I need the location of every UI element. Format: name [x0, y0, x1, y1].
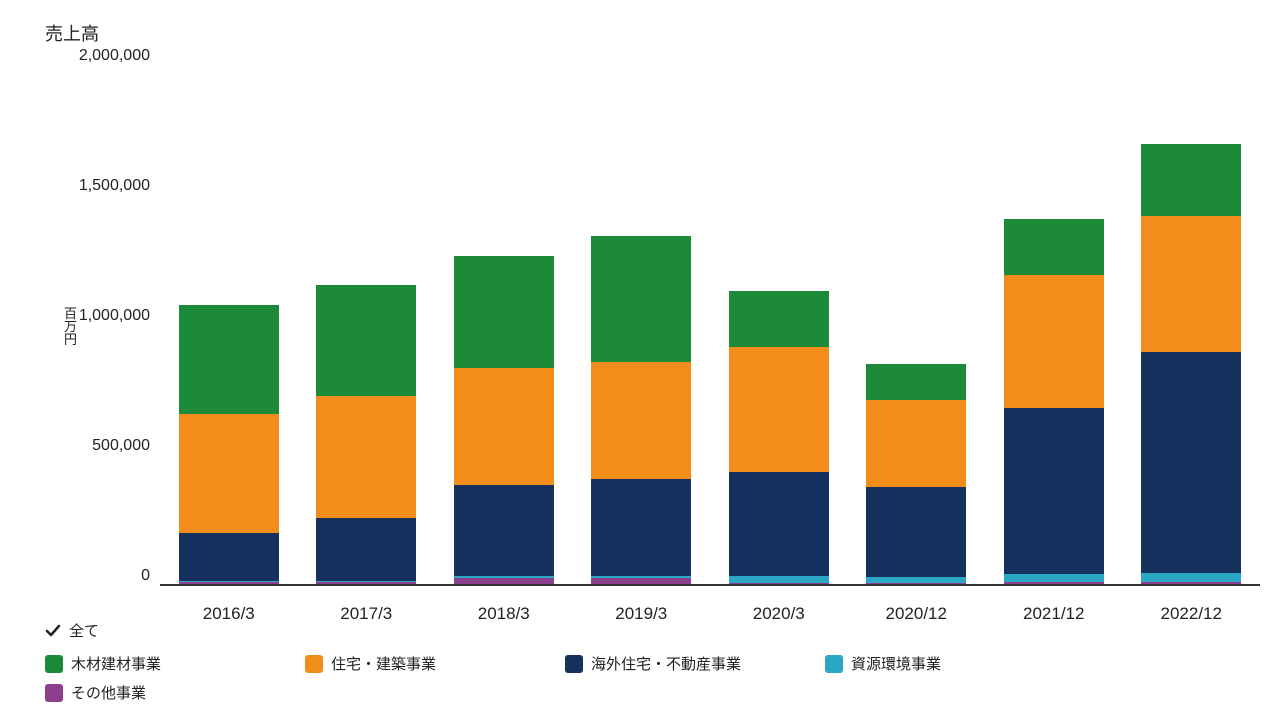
- bar-segment-overseas[interactable]: [866, 487, 966, 577]
- bar-segment-timber[interactable]: [316, 285, 416, 396]
- bar-segment-resource[interactable]: [1004, 574, 1104, 582]
- legend-swatch: [565, 655, 583, 673]
- bar-segment-timber[interactable]: [729, 291, 829, 347]
- legend-item-overseas[interactable]: 海外住宅・不動産事業: [565, 653, 825, 674]
- legend-item-housing[interactable]: 住宅・建築事業: [305, 653, 565, 674]
- bar-segment-overseas[interactable]: [729, 472, 829, 576]
- bar-group[interactable]: [454, 256, 554, 586]
- bar-segment-housing[interactable]: [866, 400, 966, 487]
- bar-segment-overseas[interactable]: [454, 485, 554, 576]
- legend-swatch: [305, 655, 323, 673]
- bar-group[interactable]: [729, 291, 829, 586]
- legend-swatch: [45, 655, 63, 673]
- bars-row: [160, 66, 1260, 586]
- legend-label: 資源環境事業: [851, 653, 941, 674]
- chart-title: 売上高: [45, 20, 1260, 46]
- bar-group[interactable]: [179, 305, 279, 586]
- bar-segment-housing[interactable]: [1141, 216, 1241, 353]
- check-icon: [45, 623, 61, 639]
- y-tick: 2,000,000: [79, 47, 150, 65]
- bar-segment-timber[interactable]: [454, 256, 554, 368]
- x-axis-labels: 2016/32017/32018/32019/32020/32020/12202…: [160, 586, 1260, 624]
- bar-segment-housing[interactable]: [729, 347, 829, 472]
- y-tick: 1,500,000: [79, 177, 150, 195]
- bar-segment-overseas[interactable]: [1141, 352, 1241, 573]
- bar-segment-overseas[interactable]: [1004, 408, 1104, 574]
- bar-group[interactable]: [316, 285, 416, 586]
- bar-group[interactable]: [1141, 144, 1241, 586]
- bar-segment-overseas[interactable]: [179, 533, 279, 581]
- bar-segment-housing[interactable]: [454, 368, 554, 485]
- bar-group[interactable]: [866, 364, 966, 586]
- legend-swatch: [45, 684, 63, 702]
- bar-segment-housing[interactable]: [1004, 275, 1104, 408]
- bar-segment-housing[interactable]: [591, 362, 691, 479]
- bar-segment-overseas[interactable]: [591, 479, 691, 575]
- legend-toggle-all[interactable]: 全て: [45, 620, 1245, 641]
- bar-group[interactable]: [1004, 219, 1104, 586]
- bar-segment-housing[interactable]: [316, 396, 416, 518]
- legend-label: 海外住宅・不動産事業: [591, 653, 741, 674]
- legend-all-label: 全て: [69, 620, 99, 641]
- legend-item-resource[interactable]: 資源環境事業: [825, 653, 1085, 674]
- y-axis: 0500,0001,000,0001,500,0002,000,000: [40, 66, 160, 586]
- bar-group[interactable]: [591, 236, 691, 586]
- legend-item-other[interactable]: その他事業: [45, 682, 305, 703]
- bar-segment-timber[interactable]: [591, 236, 691, 362]
- revenue-chart: 売上高 百万円 0500,0001,000,0001,500,0002,000,…: [40, 20, 1260, 586]
- legend: 全て 木材建材事業 住宅・建築事業 海外住宅・不動産事業 資源環境事業その他事業: [45, 620, 1245, 711]
- bar-segment-resource[interactable]: [729, 576, 829, 584]
- legend-label: 木材建材事業: [71, 653, 161, 674]
- plot-area: 百万円 0500,0001,000,0001,500,0002,000,000 …: [160, 66, 1260, 586]
- legend-swatch: [825, 655, 843, 673]
- bar-segment-housing[interactable]: [179, 414, 279, 532]
- bar-segment-timber[interactable]: [1004, 219, 1104, 275]
- bar-segment-timber[interactable]: [1141, 144, 1241, 216]
- y-tick: 1,000,000: [79, 307, 150, 325]
- y-tick: 500,000: [92, 437, 150, 455]
- legend-items: 木材建材事業 住宅・建築事業 海外住宅・不動産事業 資源環境事業その他事業: [45, 653, 1245, 711]
- bar-segment-resource[interactable]: [1141, 573, 1241, 582]
- legend-item-timber[interactable]: 木材建材事業: [45, 653, 305, 674]
- legend-label: 住宅・建築事業: [331, 653, 436, 674]
- legend-label: その他事業: [71, 682, 146, 703]
- y-tick: 0: [141, 567, 150, 585]
- bar-segment-overseas[interactable]: [316, 518, 416, 580]
- bar-segment-timber[interactable]: [866, 364, 966, 400]
- bar-segment-timber[interactable]: [179, 305, 279, 414]
